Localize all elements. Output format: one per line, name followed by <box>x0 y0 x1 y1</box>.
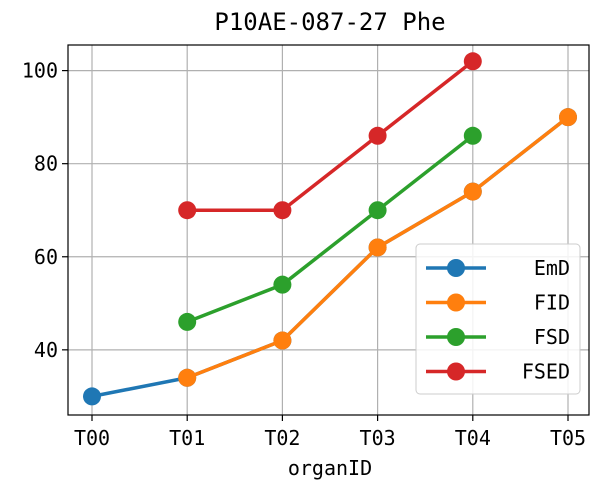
legend-marker <box>447 328 465 346</box>
legend: EmD FID FSD FSED <box>415 243 581 395</box>
x-tick-label: T03 <box>360 426 396 450</box>
series-group <box>83 52 577 406</box>
chart-title: P10AE-087-27 Phe <box>214 8 445 36</box>
legend-label: FSD <box>534 325 570 349</box>
data-point <box>463 182 482 201</box>
series-fsed <box>178 52 482 220</box>
y-tick-label: 100 <box>22 59 58 83</box>
data-point <box>273 331 292 350</box>
x-tick-label: T05 <box>550 426 586 450</box>
x-tick-label: T00 <box>74 426 110 450</box>
plot-frame <box>67 44 590 416</box>
x-axis-label: organID <box>288 456 372 480</box>
legend-entry: EmD <box>426 256 570 280</box>
y-tick-label: 40 <box>34 338 58 362</box>
data-point <box>178 368 197 387</box>
data-point <box>368 238 387 257</box>
legend-label: FSED <box>522 360 570 384</box>
data-point <box>559 108 577 127</box>
legend-box <box>415 243 581 395</box>
series-fsd <box>178 126 482 331</box>
data-point <box>83 387 101 406</box>
y-tick-label: 80 <box>34 152 58 176</box>
data-point <box>368 126 387 145</box>
legend-marker <box>447 293 465 312</box>
data-point <box>273 275 292 294</box>
grid <box>68 45 589 415</box>
legend-marker <box>447 362 465 381</box>
series-line <box>187 59 474 212</box>
data-point <box>178 201 197 220</box>
legend-marker <box>447 259 465 277</box>
series-line <box>186 134 474 324</box>
x-tick-label: T01 <box>169 426 205 450</box>
x-tick-label: T02 <box>264 426 300 450</box>
x-ticks: T00 T01 T02 T03 T04 T05 <box>74 415 586 450</box>
data-point <box>368 201 387 220</box>
legend-label: FID <box>534 291 570 315</box>
legend-entry: FSD <box>426 325 570 349</box>
legend-label: EmD <box>534 256 570 280</box>
y-tick-label: 60 <box>34 245 58 269</box>
data-point <box>273 201 292 220</box>
series-fid <box>178 108 577 387</box>
data-point <box>463 126 482 145</box>
x-tick-label: T04 <box>455 426 491 450</box>
y-ticks: 40 60 80 100 <box>22 59 68 362</box>
data-point <box>178 312 197 331</box>
data-point <box>463 52 482 71</box>
legend-entry: FID <box>426 291 570 315</box>
legend-entry: FSED <box>426 360 570 384</box>
